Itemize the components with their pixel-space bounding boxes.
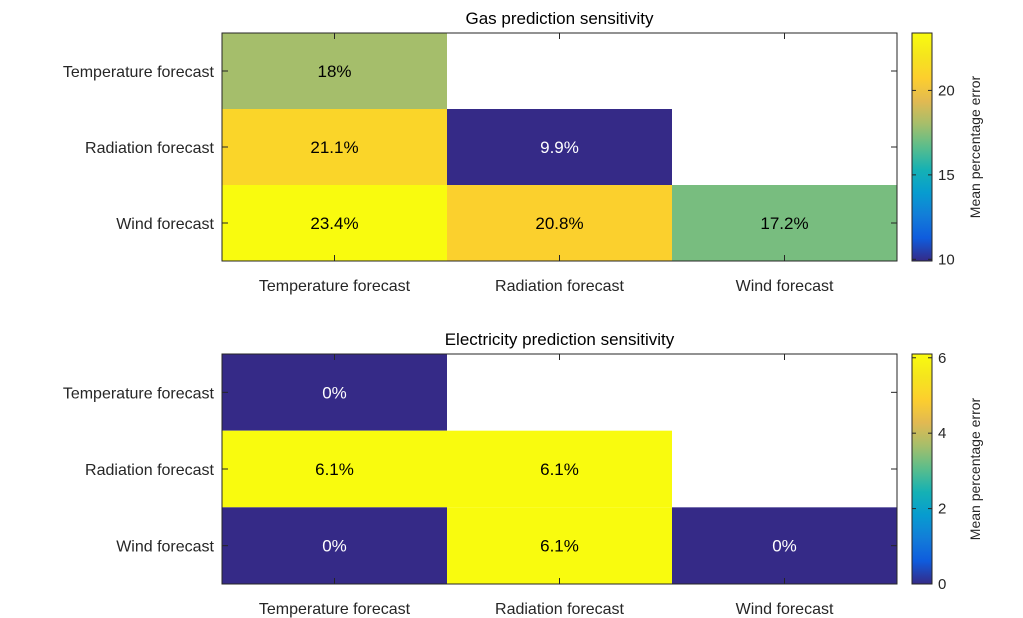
heatmap-cell [222, 430, 447, 508]
colorbar-tick-label: 4 [938, 425, 946, 442]
colorbar-tick-label: 6 [938, 350, 946, 367]
cell-value-label: 18% [317, 62, 351, 81]
heatmap-cell [447, 430, 672, 508]
cell-value-label: 6.1% [540, 537, 579, 556]
colorbar-label: Mean percentage error [967, 397, 983, 540]
y-tick-label: Radiation forecast [85, 140, 215, 157]
colorbar-tick-label: 2 [938, 501, 946, 518]
chart-title: Electricity prediction sensitivity [445, 330, 675, 349]
cell-value-label: 23.4% [310, 214, 358, 233]
colorbar-tick-label: 15 [938, 167, 955, 184]
y-tick-label: Radiation forecast [85, 462, 215, 479]
heatmap-panel-1: 18% 21.1% 9.9% 23.4% 20.8% 17.2% Temperature f… [63, 9, 983, 295]
cell-value-label: 9.9% [540, 138, 579, 157]
heatmap-cell [447, 507, 672, 584]
colorbar-tick-label: 20 [938, 82, 955, 99]
heatmap-cell [222, 507, 447, 584]
y-tick-label: Wind forecast [116, 216, 214, 233]
x-tick-label: Temperature forecast [259, 278, 411, 295]
x-tick-label: Wind forecast [736, 278, 834, 295]
heatmap-cell [222, 185, 447, 261]
cell-value-label: 0% [772, 537, 797, 556]
x-tick-label: Radiation forecast [495, 601, 625, 618]
cell-value-label: 6.1% [315, 460, 354, 479]
heatmap-cell [447, 185, 672, 261]
cell-value-label: 21.1% [310, 138, 358, 157]
x-tick-label: Radiation forecast [495, 278, 625, 295]
cell-value-label: 17.2% [760, 214, 808, 233]
heatmap-cell [447, 109, 672, 185]
cell-value-label: 20.8% [535, 214, 583, 233]
heatmap-cell [672, 507, 897, 584]
colorbar-tick-label: 0 [938, 576, 946, 593]
y-tick-label: Temperature forecast [63, 385, 215, 402]
y-tick-label: Temperature forecast [63, 64, 215, 81]
cell-value-label: 0% [322, 383, 347, 402]
colorbar [911, 32, 933, 262]
cell-value-label: 6.1% [540, 460, 579, 479]
heatmap-cell [672, 185, 897, 261]
chart-title: Gas prediction sensitivity [465, 9, 654, 28]
heatmap-cell [222, 109, 447, 185]
cell-value-label: 0% [322, 537, 347, 556]
colorbar-tick-label: 10 [938, 251, 955, 268]
colorbar [911, 353, 933, 585]
x-tick-label: Temperature forecast [259, 601, 411, 618]
y-tick-label: Wind forecast [116, 539, 214, 556]
heatmap-cell [222, 33, 447, 109]
heatmap-panel-2: 0% 6.1% 6.1% 0% 6.1% 0% Temperature forecast Ra… [63, 330, 983, 618]
heatmap-cell [222, 354, 447, 431]
x-tick-label: Wind forecast [736, 601, 834, 618]
colorbar-label: Mean percentage error [967, 75, 983, 218]
